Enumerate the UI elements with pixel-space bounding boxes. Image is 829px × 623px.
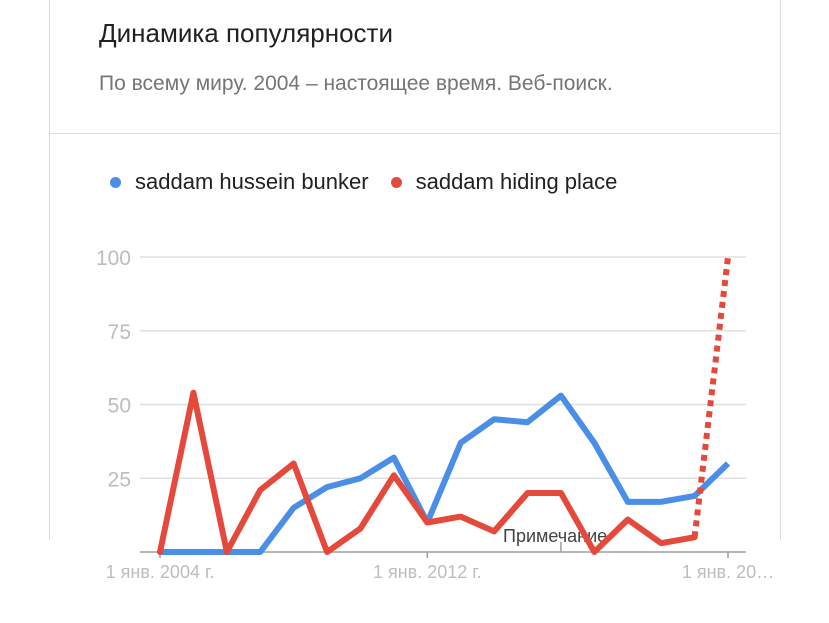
data-point: [558, 490, 564, 496]
chart-subtitle: По всему миру. 2004 – настоящее время. В…: [99, 72, 613, 95]
data-point: [658, 540, 664, 546]
chart-title: Динамика популярности: [99, 18, 393, 48]
data-point: [525, 490, 531, 496]
data-point: [558, 393, 564, 399]
legend-label: saddam hiding place: [415, 169, 618, 194]
legend-dot-blue-icon: [110, 176, 121, 188]
data-point: [391, 472, 397, 478]
header-divider: [49, 133, 780, 134]
data-point: [257, 487, 263, 493]
y-tick-label: 75: [108, 321, 131, 344]
data-point: [291, 461, 297, 467]
chart-legend: saddam hussein bunker saddam hiding plac…: [110, 166, 639, 198]
y-tick-label: 50: [108, 395, 131, 418]
data-point: [491, 528, 497, 534]
series-line-partial-2: [691, 256, 731, 538]
data-point: [658, 499, 664, 505]
data-point: [458, 514, 464, 520]
legend-dot-red-icon: [390, 176, 402, 188]
legend-item-hiding-place[interactable]: saddam hiding place: [390, 169, 618, 195]
chart-card: [49, 0, 781, 540]
data-point: [625, 517, 631, 523]
data-point: [324, 549, 330, 555]
data-point: [591, 440, 597, 446]
data-point: [391, 455, 397, 461]
data-point: [224, 549, 230, 555]
data-point: [257, 549, 263, 555]
x-tick-label: 1 янв. 2004 г.: [106, 562, 215, 582]
data-point: [157, 549, 163, 555]
data-point: [190, 390, 196, 396]
data-point: [725, 461, 731, 467]
legend-item-bunker[interactable]: saddam hussein bunker: [110, 169, 369, 195]
data-point: [357, 525, 363, 531]
data-point: [625, 499, 631, 505]
data-point: [291, 505, 297, 511]
data-point: [525, 419, 531, 425]
data-point: [692, 493, 698, 499]
y-tick-label: 100: [96, 247, 131, 270]
data-point: [591, 549, 597, 555]
y-tick-label: 25: [108, 468, 131, 491]
data-point: [692, 534, 698, 540]
series-line-2: [157, 389, 698, 555]
data-point: [424, 520, 430, 526]
data-point: [324, 484, 330, 490]
x-tick-label: 1 янв. 20…: [682, 562, 774, 582]
data-point: [458, 440, 464, 446]
legend-label: saddam hussein bunker: [135, 169, 369, 194]
data-point: [491, 416, 497, 422]
data-point: [190, 549, 196, 555]
data-point: [357, 475, 363, 481]
x-tick-label: 1 янв. 2012 г.: [373, 562, 482, 582]
data-point: [725, 254, 731, 260]
